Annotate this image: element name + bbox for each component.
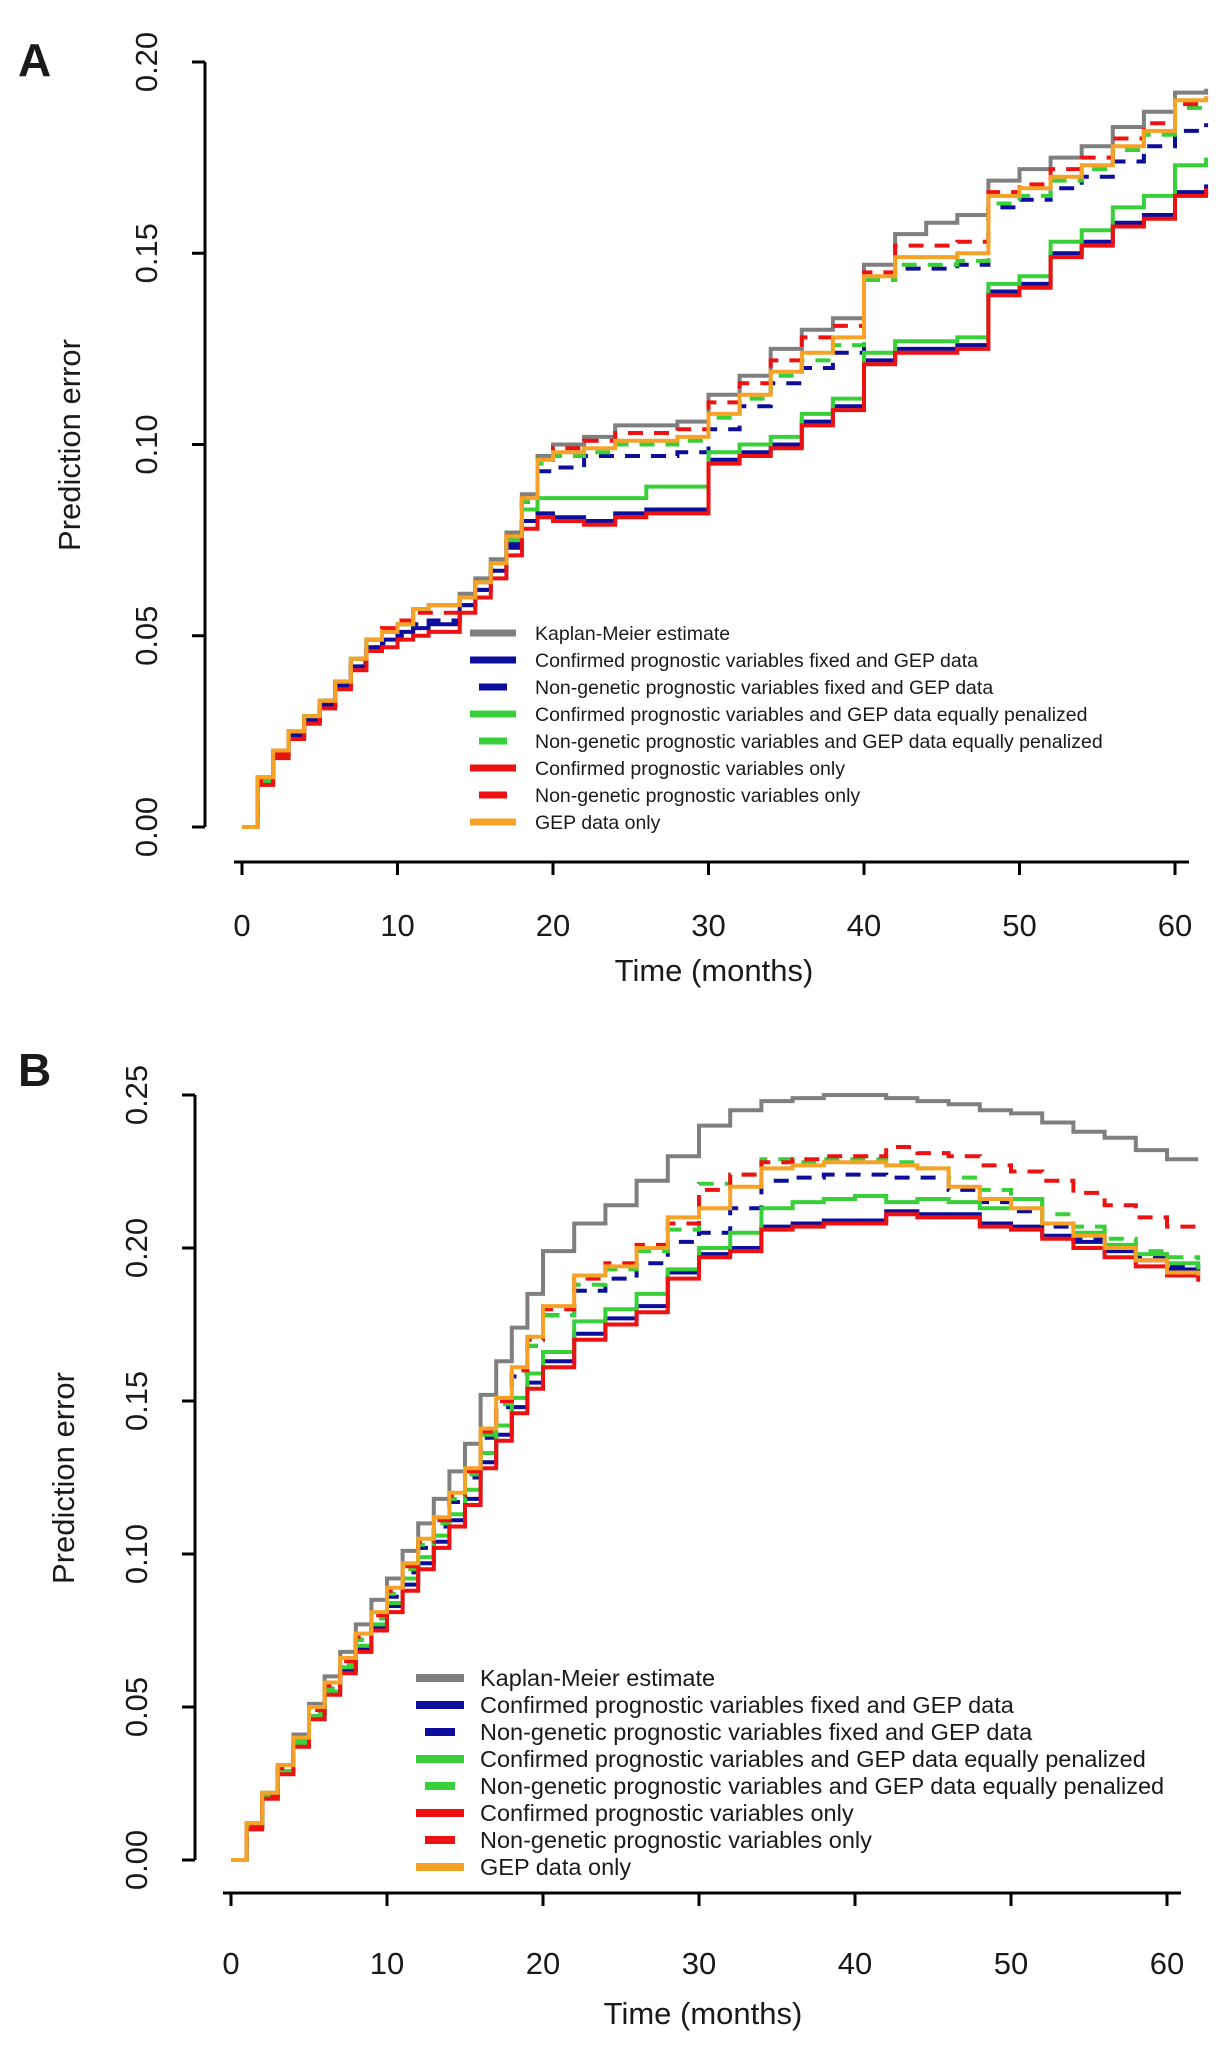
x-tick-label: 60 bbox=[1158, 908, 1192, 943]
series-curve-7 bbox=[242, 96, 1209, 829]
legend-label: Confirmed prognostic variables fixed and… bbox=[480, 1692, 1015, 1718]
y-tick-label: 0.10 bbox=[119, 1524, 154, 1584]
legend-label: Non-genetic prognostic variables fixed a… bbox=[535, 677, 993, 699]
legend-label: Confirmed prognostic variables fixed and… bbox=[535, 650, 978, 672]
legend-label: Non-genetic prognostic variables only bbox=[535, 785, 860, 807]
legend-label: Confirmed prognostic variables and GEP d… bbox=[535, 704, 1087, 726]
legend-label: Confirmed prognostic variables and GEP d… bbox=[480, 1746, 1146, 1772]
legend-label: Kaplan-Meier estimate bbox=[480, 1665, 715, 1691]
panel-b-x-axis-title: Time (months) bbox=[604, 1996, 803, 2031]
legend-label: GEP data only bbox=[480, 1854, 631, 1880]
legend-label: Non-genetic prognostic variables only bbox=[480, 1827, 872, 1853]
y-tick-label: 0.10 bbox=[129, 414, 164, 474]
y-tick-label: 0.05 bbox=[129, 606, 164, 666]
y-tick-label: 0.15 bbox=[129, 223, 164, 283]
legend-label: GEP data only bbox=[535, 812, 661, 834]
legend-label: Kaplan-Meier estimate bbox=[535, 623, 730, 645]
x-tick-label: 20 bbox=[526, 1946, 560, 1981]
x-tick-label: 20 bbox=[536, 908, 570, 943]
legend-label: Confirmed prognostic variables only bbox=[480, 1800, 854, 1826]
y-tick-label: 0.25 bbox=[119, 1065, 154, 1125]
panel-a-label: A bbox=[18, 34, 51, 86]
series-curve-5 bbox=[231, 1212, 1201, 1862]
x-tick-label: 50 bbox=[1002, 908, 1036, 943]
x-tick-label: 30 bbox=[691, 908, 725, 943]
legend-label: Non-genetic prognostic variables fixed a… bbox=[480, 1719, 1033, 1745]
x-tick-label: 0 bbox=[222, 1946, 239, 1981]
panel-a-plot: 0.00 0.05 0.10 0.15 0.20 0 10 20 30 40 50 60 Kaplan-… bbox=[129, 32, 1209, 943]
panel-b-label: B bbox=[18, 1044, 51, 1096]
series-curve-5 bbox=[242, 188, 1209, 829]
y-tick-label: 0.20 bbox=[129, 32, 164, 92]
y-tick-label: 0.20 bbox=[119, 1218, 154, 1278]
legend-label: Confirmed prognostic variables only bbox=[535, 758, 845, 780]
x-tick-label: 30 bbox=[682, 1946, 716, 1981]
x-tick-label: 40 bbox=[847, 908, 881, 943]
x-tick-label: 10 bbox=[370, 1946, 404, 1981]
legend: Kaplan-Meier estimate Confirmed prognosti… bbox=[470, 623, 1103, 834]
legend-label: Non-genetic prognostic variables and GEP… bbox=[535, 731, 1103, 753]
x-tick-label: 50 bbox=[994, 1946, 1028, 1981]
panel-a-x-axis-title: Time (months) bbox=[615, 953, 814, 988]
y-tick-label: 0.15 bbox=[119, 1371, 154, 1431]
series-curve-7 bbox=[231, 1160, 1201, 1862]
x-tick-label: 60 bbox=[1150, 1946, 1184, 1981]
x-tick-label: 0 bbox=[233, 908, 250, 943]
panel-b-y-axis-title: Prediction error bbox=[46, 1372, 81, 1584]
y-tick-label: 0.05 bbox=[119, 1677, 154, 1737]
panel-b-plot: 0.00 0.05 0.10 0.15 0.20 0.25 0 10 20 30 40 50 60 Kap… bbox=[119, 1065, 1201, 1981]
x-tick-label: 10 bbox=[380, 908, 414, 943]
panel-a-y-axis-title: Prediction error bbox=[52, 339, 87, 551]
y-tick-label: 0.00 bbox=[119, 1830, 154, 1890]
y-tick-label: 0.00 bbox=[129, 797, 164, 857]
x-tick-label: 40 bbox=[838, 1946, 872, 1981]
legend-label: Non-genetic prognostic variables and GEP… bbox=[480, 1773, 1164, 1799]
